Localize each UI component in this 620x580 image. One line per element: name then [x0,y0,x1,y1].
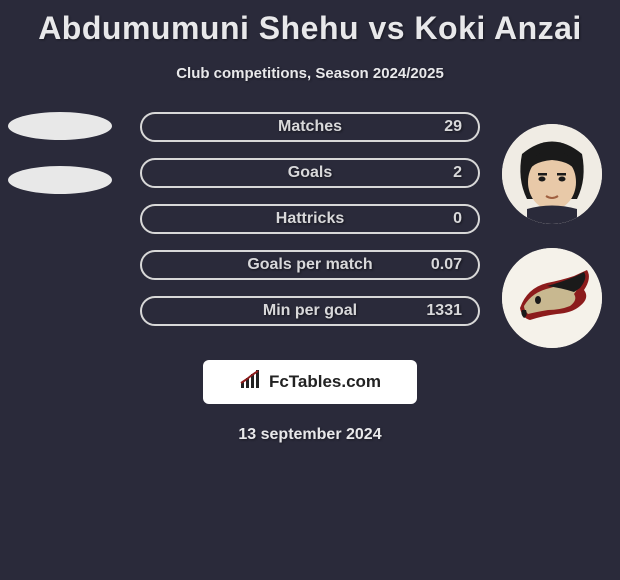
stat-value-right: 0 [453,210,462,228]
brand-badge[interactable]: FcTables.com [203,360,417,404]
page-title: Abdumumuni Shehu vs Koki Anzai [0,0,620,47]
stat-row: Min per goal 1331 [140,296,480,326]
brand-label: FcTables.com [269,372,381,392]
stats-table: Matches 29 Goals 2 Hattricks 0 Goals per… [0,112,620,352]
stat-label: Min per goal [263,302,357,320]
stat-label: Goals [288,164,332,182]
stat-label: Matches [278,118,342,136]
stat-row: Matches 29 [140,112,480,142]
stat-label: Goals per match [247,256,372,274]
chart-icon [239,370,265,395]
stat-row: Goals 2 [140,158,480,188]
stat-value-right: 29 [444,118,462,136]
stat-label: Hattricks [276,210,344,228]
stat-row: Goals per match 0.07 [140,250,480,280]
stat-row: Hattricks 0 [140,204,480,234]
subtitle: Club competitions, Season 2024/2025 [0,65,620,82]
stat-value-right: 2 [453,164,462,182]
date-label: 13 september 2024 [0,426,620,444]
stat-value-right: 1331 [426,302,462,320]
stat-value-right: 0.07 [431,256,462,274]
